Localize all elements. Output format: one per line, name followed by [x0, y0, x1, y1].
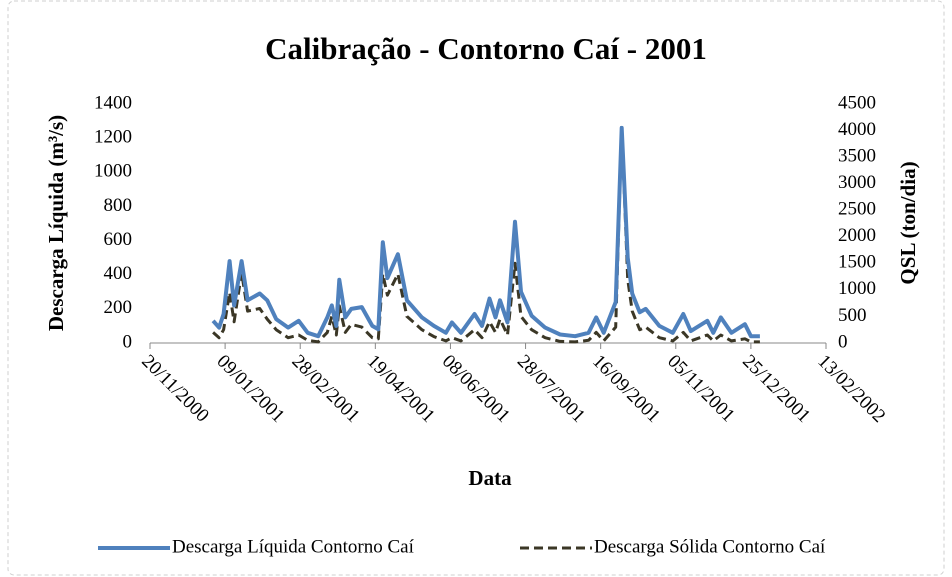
y-tick-label: 400	[104, 263, 133, 284]
y2-tick-label: 3500	[838, 145, 876, 166]
y2-tick-label: 3000	[838, 172, 876, 193]
x-axis-label: Data	[468, 466, 512, 490]
series-line	[211, 125, 760, 339]
y-tick-label: 1400	[94, 92, 132, 113]
y-tick-label: 1000	[94, 161, 132, 182]
y-tick-label: 0	[123, 331, 133, 352]
y-tick-label: 1200	[94, 127, 132, 148]
y2-tick-label: 500	[838, 305, 867, 326]
chart-border	[7, 0, 945, 576]
chart-title: Calibração - Contorno Caí - 2001	[265, 31, 707, 66]
y-axis-label: Descarga Líquida (m³/s)	[44, 115, 68, 331]
y2-tick-label: 2000	[838, 225, 876, 246]
y2-tick-label: 1000	[838, 278, 876, 299]
y2-tick-label: 1500	[838, 252, 876, 273]
y2-tick-label: 4000	[838, 119, 876, 140]
y-tick-label: 600	[104, 229, 133, 250]
legend-label: Descarga Sólida Contorno Caí	[594, 536, 826, 557]
y-tick-label: 800	[104, 195, 133, 216]
y2-axis-label: QSL (ton/dia)	[896, 161, 920, 284]
y2-tick-label: 0	[838, 331, 848, 352]
y2-tick-label: 2500	[838, 199, 876, 220]
y-tick-label: 200	[104, 297, 133, 318]
y2-tick-label: 4500	[838, 92, 876, 113]
legend-label: Descarga Líquida Contorno Caí	[172, 536, 415, 557]
series-line	[212, 123, 760, 344]
